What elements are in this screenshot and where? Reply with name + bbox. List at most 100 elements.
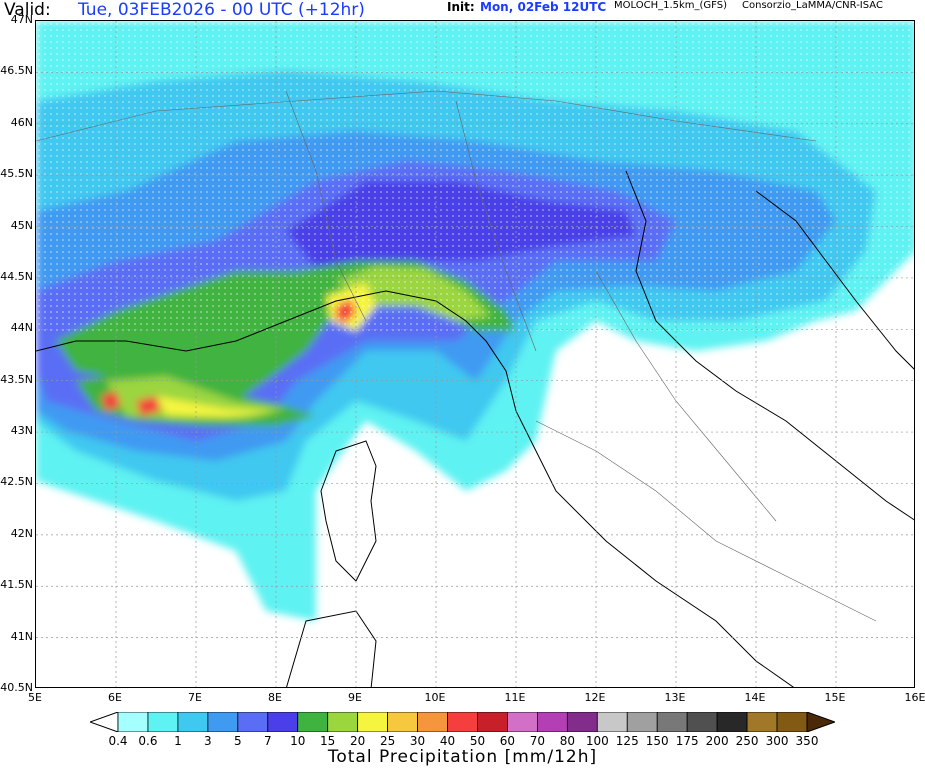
legend-swatch xyxy=(207,712,239,732)
lat-label: 41.5N xyxy=(0,578,33,592)
legend-tick-label: 50 xyxy=(469,734,486,748)
lat-label: 40.5N xyxy=(0,681,33,694)
legend-tick-label: 20 xyxy=(350,734,366,748)
border-line-3 xyxy=(455,100,537,352)
legend-labels: 0.4 0.6 1 3 5 7 10 15 20 25 30 40 50 60 70 80 100 125 150 1… xyxy=(0,734,925,748)
coastlines xyxy=(36,170,914,687)
legend-tick-label: 175 xyxy=(675,734,699,748)
legend-tick-label: 250 xyxy=(735,734,759,748)
sardinia-coast xyxy=(286,610,377,687)
legend-swatch xyxy=(716,712,748,732)
lat-label: 43.5N xyxy=(0,372,33,386)
legend-swatch xyxy=(177,712,209,732)
legend-colorbar xyxy=(90,712,835,732)
lon-label: 5E xyxy=(28,691,42,704)
valid-label: Valid: xyxy=(4,0,51,20)
legend-swatch xyxy=(507,712,538,732)
valid-time: Tue, 03FEB2026 - 00 UTC (+12hr) xyxy=(78,0,365,20)
lon-label: 7E xyxy=(188,691,202,704)
lat-label: 46N xyxy=(10,115,33,129)
legend-tick-label: 30 xyxy=(409,734,426,748)
lat-label: 44N xyxy=(10,321,33,335)
consortium-name: Consorzio_LaMMA/CNR-ISAC xyxy=(742,0,883,11)
map-canvas xyxy=(36,21,914,687)
legend-swatch xyxy=(686,712,718,732)
legend-swatch xyxy=(117,712,149,732)
legend-swatch xyxy=(147,712,179,732)
legend-tick-label: 200 xyxy=(705,734,729,748)
lat-label: 42.5N xyxy=(0,475,33,489)
legend-swatch xyxy=(297,712,329,732)
legend-tick-label: 10 xyxy=(290,734,306,748)
lon-label: 16E xyxy=(904,691,925,704)
legend-swatch xyxy=(237,712,269,732)
lat-label: 47N xyxy=(10,13,33,26)
legend-tick-label: 25 xyxy=(379,734,396,748)
legend-tick-label: 300 xyxy=(765,734,789,748)
lon-label: 11E xyxy=(504,691,526,704)
legend-tick-label: 40 xyxy=(439,734,456,748)
legend-tick-label: 60 xyxy=(499,734,516,748)
croatia-coast xyxy=(755,190,914,370)
legend-swatch-high xyxy=(806,712,835,732)
init-time: Mon, 02Feb 12UTC xyxy=(480,0,607,14)
legend-swatch xyxy=(447,712,478,732)
legend-swatch xyxy=(477,712,508,732)
legend-swatch xyxy=(267,712,299,732)
lon-label: 6E xyxy=(108,691,122,704)
lon-label: 13E xyxy=(664,691,686,704)
legend-swatch xyxy=(357,712,389,732)
lon-label: 9E xyxy=(348,691,362,704)
legend-swatch xyxy=(566,712,598,732)
lon-label: 15E xyxy=(824,691,846,704)
legend-tick-label: 350 xyxy=(795,734,819,748)
lat-label: 41N xyxy=(10,629,33,643)
legend-tick-label: 80 xyxy=(559,734,575,748)
border-line-2 xyxy=(285,90,367,322)
legend-tick-label: 1 xyxy=(174,734,182,748)
lon-label: 14E xyxy=(744,691,766,704)
corsica-coast xyxy=(320,440,377,582)
lon-label: 10E xyxy=(424,691,446,704)
lat-label: 44.5N xyxy=(0,269,33,283)
adriatic-coast xyxy=(625,170,914,521)
legend-tick-label: 150 xyxy=(645,734,669,748)
legend-tick-label: 100 xyxy=(585,734,609,748)
legend-swatch xyxy=(746,712,778,732)
legend-tick-label: 15 xyxy=(320,734,336,748)
legend-swatch xyxy=(776,712,808,732)
legend-tick-label: 0.4 xyxy=(108,734,128,748)
lat-label: 45.5N xyxy=(0,167,33,181)
legend-swatch xyxy=(656,712,688,732)
legend-tick-label: 7 xyxy=(263,734,272,748)
lat-label: 46.5N xyxy=(0,64,33,78)
legend-swatch xyxy=(327,712,359,732)
legend-tick-label: 5 xyxy=(233,734,242,748)
precipitation-map xyxy=(35,20,915,688)
map-header: Valid: Tue, 03FEB2026 - 00 UTC (+12hr) I… xyxy=(0,0,925,20)
legend-swatch-low xyxy=(90,712,119,732)
lat-label: 45N xyxy=(10,218,33,232)
lat-label: 42N xyxy=(10,526,33,540)
lon-label: 8E xyxy=(268,691,282,704)
graticule xyxy=(36,21,914,687)
border-line-5 xyxy=(535,420,877,622)
legend-tick-label: 0.6 xyxy=(138,734,158,748)
init-label: Init: xyxy=(447,0,475,14)
lat-label: 43N xyxy=(10,424,33,438)
precip-core-red-3 xyxy=(136,396,161,416)
legend-swatch xyxy=(596,712,628,732)
lon-label: 12E xyxy=(584,691,606,704)
legend-tick-label: 125 xyxy=(615,734,639,748)
ligurian-coast xyxy=(36,290,795,687)
legend-swatch xyxy=(626,712,658,732)
legend-swatch xyxy=(536,712,568,732)
legend-swatch xyxy=(387,712,418,732)
model-name: MOLOCH_1.5km_(GFS) xyxy=(614,0,727,11)
legend-tick-label: 3 xyxy=(204,734,212,748)
legend-swatch xyxy=(417,712,448,732)
legend-tick-label: 70 xyxy=(529,734,546,748)
legend-swatches xyxy=(90,712,835,732)
precip-band-yellow xyxy=(156,396,276,417)
hatched-area xyxy=(36,21,914,331)
